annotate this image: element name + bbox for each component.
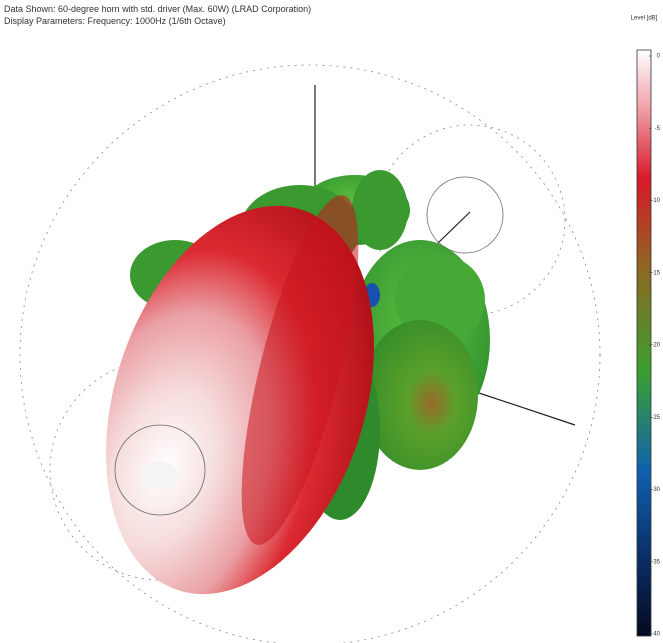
- tick-label: 0: [657, 54, 661, 60]
- colorbar-label: Level [dB]: [631, 16, 658, 22]
- tick-label: -30: [651, 487, 660, 493]
- data-shown: Data Shown: 60-degree horn with std. dri…: [4, 4, 311, 14]
- tick-label: -25: [651, 415, 660, 421]
- balloon: [59, 170, 490, 629]
- display-parameters: Display Parameters: Frequency: 1000Hz (1…: [4, 16, 226, 26]
- tick-label: -10: [651, 198, 660, 204]
- balloon-plot: Data Shown: 60-degree horn with std. dri…: [0, 0, 663, 643]
- tick-label: -15: [651, 270, 660, 276]
- tick-label: -35: [651, 559, 660, 565]
- tick-label: -40: [651, 632, 660, 638]
- tick-label: -20: [651, 343, 660, 349]
- tick-label: -5: [655, 126, 661, 132]
- colorbar: [637, 50, 651, 636]
